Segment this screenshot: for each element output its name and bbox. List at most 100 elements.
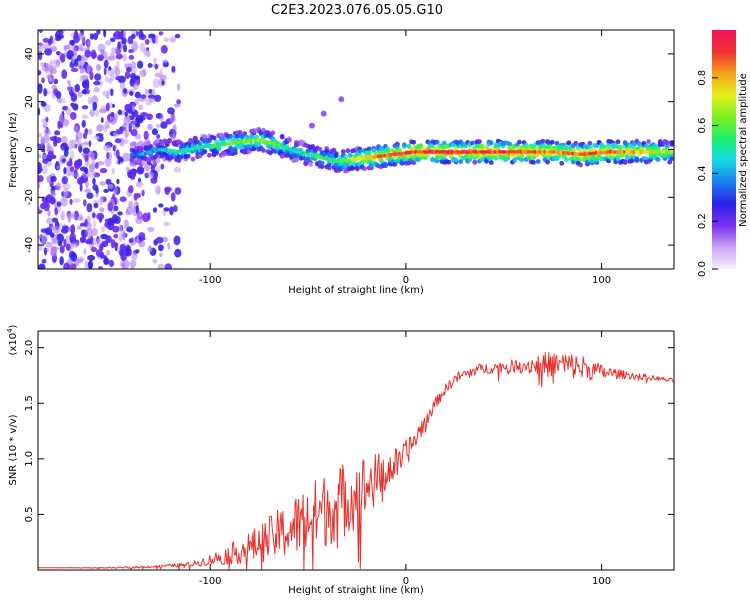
ridge-cell	[228, 133, 234, 139]
noise-cell	[110, 89, 114, 97]
noise-cell	[137, 60, 144, 69]
noise-cell	[99, 195, 104, 203]
ridge-cell	[362, 166, 367, 172]
noise-cell	[40, 101, 47, 107]
ridge-cell	[211, 135, 217, 141]
noise-cell	[69, 39, 75, 46]
noise-cell	[320, 110, 327, 117]
noise-cell	[176, 83, 181, 92]
x-tick-label: -100	[199, 275, 222, 286]
ridge-cell	[484, 158, 489, 164]
noise-cell	[84, 260, 89, 269]
ridge-cell	[477, 139, 482, 145]
ridge-cell	[622, 160, 628, 165]
ridge-cell	[634, 157, 640, 162]
noise-cell	[173, 166, 182, 173]
ridge-cell	[507, 142, 513, 147]
noise-cell	[89, 71, 94, 81]
noise-cell	[63, 262, 70, 269]
noise-cell	[69, 232, 76, 243]
noise-cell	[60, 228, 69, 234]
noise-cell	[111, 168, 115, 175]
snr-scale-exponent: 4	[6, 328, 14, 333]
noise-cell	[174, 187, 182, 195]
spectrogram-y-ticks: -40 -20 0 20 40	[24, 48, 674, 253]
noise-cell	[69, 166, 75, 172]
noise-cell	[99, 254, 106, 259]
noise-cell	[122, 259, 130, 269]
noise-cell	[110, 239, 116, 249]
noise-cell	[151, 34, 156, 44]
noise-cell	[98, 266, 103, 269]
noise-cell	[104, 158, 112, 167]
ridge-cell	[345, 148, 351, 154]
noise-cell	[122, 53, 127, 62]
ridge-cell	[366, 146, 372, 152]
ridge-cell	[517, 139, 522, 145]
ridge-cell	[202, 149, 208, 154]
noise-cell	[146, 171, 155, 178]
noise-cell	[134, 91, 141, 99]
noise-cell	[78, 213, 84, 221]
noise-cell	[108, 259, 115, 268]
ridge-cell	[493, 155, 499, 161]
ridge-cell	[221, 136, 226, 141]
noise-cell	[153, 207, 157, 213]
noise-cell	[70, 252, 78, 262]
noise-cell	[70, 241, 79, 248]
ridge-cell	[571, 148, 576, 153]
noise-cell	[88, 140, 92, 147]
noise-cell	[160, 113, 164, 122]
noise-cell	[94, 73, 102, 81]
noise-cell	[83, 141, 89, 146]
ridge-cell	[270, 130, 276, 136]
ridge-cell	[350, 165, 356, 171]
noise-cell	[99, 168, 108, 174]
noise-cell	[173, 235, 181, 246]
y-tick-label: -20	[24, 189, 35, 205]
noise-cell	[135, 114, 144, 124]
noise-cell	[128, 238, 134, 244]
noise-cell	[83, 132, 87, 139]
ridge-cell	[214, 150, 219, 156]
noise-cell	[44, 47, 53, 56]
noise-cell	[79, 182, 83, 192]
noise-cell	[47, 210, 51, 217]
ridge-cell	[453, 157, 459, 163]
noise-cell	[124, 71, 131, 79]
noise-cell	[147, 63, 153, 68]
noise-cell	[45, 241, 53, 248]
ridge-cell	[625, 154, 630, 160]
noise-cell	[125, 208, 129, 216]
spectrogram-panel: -100 0 100 -40 -20 0 20 40 Height of straight …	[8, 29, 675, 296]
noise-cell	[152, 78, 160, 88]
noise-cell	[105, 249, 111, 256]
spectrogram-x-ticks: -100 0 100	[199, 30, 611, 286]
noise-cell	[164, 186, 172, 193]
noise-cell	[38, 234, 42, 239]
noise-cell	[76, 54, 82, 62]
noise-cell	[159, 252, 163, 258]
noise-cell	[105, 235, 112, 244]
noise-cell	[41, 258, 47, 264]
noise-cell	[169, 114, 176, 124]
x-tick-label: -100	[199, 576, 222, 587]
noise-cell	[76, 258, 84, 263]
noise-cell	[167, 242, 171, 250]
noise-cell	[49, 232, 55, 238]
noise-cell	[38, 175, 44, 183]
ridge-cell	[347, 153, 353, 158]
noise-cell	[103, 144, 112, 152]
ridge-cell	[232, 148, 238, 154]
noise-cell	[160, 44, 168, 54]
noise-cell	[130, 265, 135, 269]
ridge-cell	[251, 128, 257, 133]
noise-cell	[108, 151, 112, 161]
noise-cell	[84, 83, 90, 90]
noise-cell	[167, 107, 175, 115]
noise-cell	[81, 89, 87, 94]
colorbar-label: Normalized spectral amplitude	[738, 73, 749, 227]
ridge-cell	[519, 157, 525, 163]
snr-x-ticks: -100 0 100	[199, 331, 611, 587]
noise-cell	[160, 163, 165, 170]
